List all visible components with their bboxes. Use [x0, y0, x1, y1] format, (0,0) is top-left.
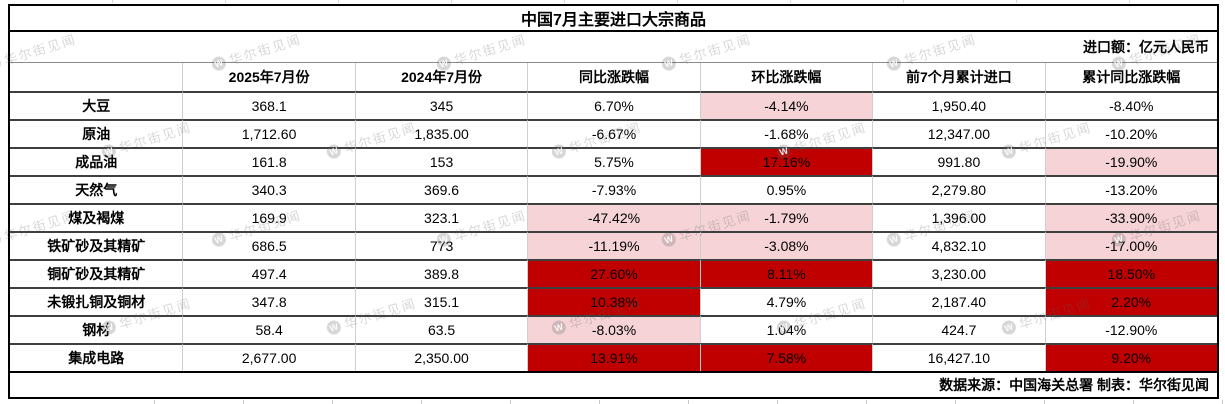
data-cell: 497.4 [182, 259, 355, 287]
data-cell: -7.93% [527, 175, 700, 203]
data-cell: 63.5 [354, 315, 528, 343]
data-cell: -19.90% [1044, 147, 1217, 175]
data-cell: 58.4 [182, 315, 355, 343]
data-cell: 2,677.00 [182, 343, 355, 371]
data-cell: 773 [354, 231, 528, 259]
row-label: 大豆 [10, 91, 183, 119]
data-cell: 5.75% [527, 147, 700, 175]
data-cell: 368.1 [182, 91, 355, 119]
data-cell: 0.95% [699, 175, 873, 203]
data-cell: 1,835.00 [354, 119, 528, 147]
column-header: 环比涨跌幅 [699, 63, 872, 91]
data-cell: 2,350.00 [354, 343, 528, 371]
table-grid: 2025年7月份 2024年7月份 同比涨跌幅 环比涨跌幅 前7个月累计进口 累计同比涨跌… [10, 63, 1217, 371]
row-label: 铜矿砂及其精矿 [10, 259, 183, 287]
data-cell: 4,832.10 [872, 231, 1045, 259]
row-label: 煤及褐煤 [10, 203, 183, 231]
row-label: 原油 [10, 119, 183, 147]
data-cell: 153 [354, 147, 528, 175]
data-cell: 18.50% [1044, 259, 1217, 287]
data-cell: 686.5 [182, 231, 355, 259]
corner-cell [10, 63, 182, 91]
data-cell: -1.68% [699, 119, 873, 147]
data-cell: 161.8 [182, 147, 355, 175]
data-cell: 323.1 [354, 203, 528, 231]
data-cell: -3.08% [699, 231, 873, 259]
data-cell: 2.20% [1044, 287, 1217, 315]
data-cell: 1,396.00 [872, 203, 1045, 231]
data-cell: 424.7 [872, 315, 1045, 343]
data-cell: 16,427.10 [872, 343, 1045, 371]
gridline-stubs-bottom [0, 400, 1225, 404]
data-cell: -47.42% [527, 203, 700, 231]
data-cell: 1,950.40 [872, 91, 1045, 119]
data-cell: -8.03% [527, 315, 700, 343]
row-label: 集成电路 [10, 343, 183, 371]
data-cell: 1,712.60 [182, 119, 355, 147]
table-title: 中国7月主要进口大宗商品 [10, 6, 1217, 32]
data-cell: 7.58% [699, 343, 873, 371]
data-cell: -1.79% [699, 203, 873, 231]
data-cell: 1.04% [699, 315, 873, 343]
watermark-icon: W [0, 230, 3, 248]
data-cell: 315.1 [354, 287, 528, 315]
row-label: 钢材 [10, 315, 183, 343]
data-cell: 2,279.80 [872, 175, 1045, 203]
source-note: 数据来源：中国海关总署 制表：华尔街见闻 [10, 371, 1217, 397]
data-cell: 6.70% [527, 91, 700, 119]
data-cell: 347.8 [182, 287, 355, 315]
data-cell: 169.9 [182, 203, 355, 231]
unit-note: 进口额：亿元人民币 [10, 32, 1217, 63]
data-cell: 340.3 [182, 175, 355, 203]
data-cell: -6.67% [527, 119, 700, 147]
data-cell: 345 [354, 91, 528, 119]
data-cell: -17.00% [1044, 231, 1217, 259]
data-cell: 369.6 [354, 175, 528, 203]
data-cell: -10.20% [1044, 119, 1217, 147]
data-cell: -33.90% [1044, 203, 1217, 231]
data-cell: 12,347.00 [872, 119, 1045, 147]
data-cell: -8.40% [1044, 91, 1217, 119]
row-label: 成品油 [10, 147, 183, 175]
import-commodities-table: 中国7月主要进口大宗商品 进口额：亿元人民币 2025年7月份 2024年7月份同… [8, 4, 1219, 399]
data-cell: 991.80 [872, 147, 1045, 175]
data-cell: 9.20% [1044, 343, 1217, 371]
data-cell: 3,230.00 [872, 259, 1045, 287]
column-header: 累计同比涨跌幅 [1044, 63, 1217, 91]
data-cell: -12.90% [1044, 315, 1217, 343]
data-cell: 17.16% [699, 147, 873, 175]
gridline-stubs-top [0, 0, 1225, 3]
column-header: 2024年7月份 [354, 63, 527, 91]
data-cell: 389.8 [354, 259, 528, 287]
data-cell: 8.11% [699, 259, 873, 287]
row-label: 未锻扎铜及铜材 [10, 287, 183, 315]
column-header: 同比涨跌幅 [527, 63, 699, 91]
data-cell: 4.79% [699, 287, 873, 315]
column-header: 前7个月累计进口 [872, 63, 1044, 91]
watermark-icon: W [0, 54, 3, 72]
data-cell: 10.38% [527, 287, 700, 315]
data-cell: -13.20% [1044, 175, 1217, 203]
row-label: 天然气 [10, 175, 183, 203]
data-cell: 2,187.40 [872, 287, 1045, 315]
data-cell: 27.60% [527, 259, 700, 287]
data-cell: -11.19% [527, 231, 700, 259]
data-cell: -4.14% [699, 91, 873, 119]
column-header: 2025年7月份 [182, 63, 354, 91]
data-cell: 13.91% [527, 343, 700, 371]
row-label: 铁矿砂及其精矿 [10, 231, 183, 259]
